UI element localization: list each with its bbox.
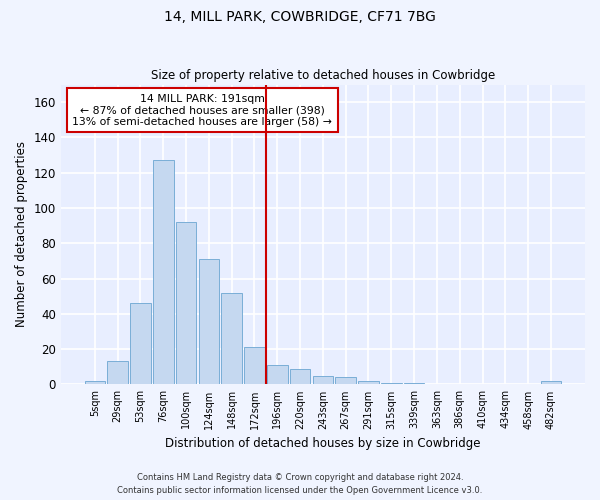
Bar <box>404 382 424 384</box>
Title: Size of property relative to detached houses in Cowbridge: Size of property relative to detached ho… <box>151 69 495 82</box>
Bar <box>290 368 310 384</box>
Bar <box>358 381 379 384</box>
Bar <box>153 160 173 384</box>
Bar <box>313 376 333 384</box>
Bar <box>85 381 105 384</box>
Bar <box>199 259 219 384</box>
Bar <box>381 382 401 384</box>
Bar <box>176 222 196 384</box>
X-axis label: Distribution of detached houses by size in Cowbridge: Distribution of detached houses by size … <box>165 437 481 450</box>
Text: Contains HM Land Registry data © Crown copyright and database right 2024.
Contai: Contains HM Land Registry data © Crown c… <box>118 474 482 495</box>
Bar <box>221 292 242 384</box>
Y-axis label: Number of detached properties: Number of detached properties <box>15 142 28 328</box>
Bar <box>130 304 151 384</box>
Bar <box>267 365 287 384</box>
Text: 14 MILL PARK: 191sqm
← 87% of detached houses are smaller (398)
13% of semi-deta: 14 MILL PARK: 191sqm ← 87% of detached h… <box>73 94 332 127</box>
Bar <box>541 381 561 384</box>
Bar <box>335 378 356 384</box>
Bar <box>244 348 265 385</box>
Bar <box>107 362 128 384</box>
Text: 14, MILL PARK, COWBRIDGE, CF71 7BG: 14, MILL PARK, COWBRIDGE, CF71 7BG <box>164 10 436 24</box>
